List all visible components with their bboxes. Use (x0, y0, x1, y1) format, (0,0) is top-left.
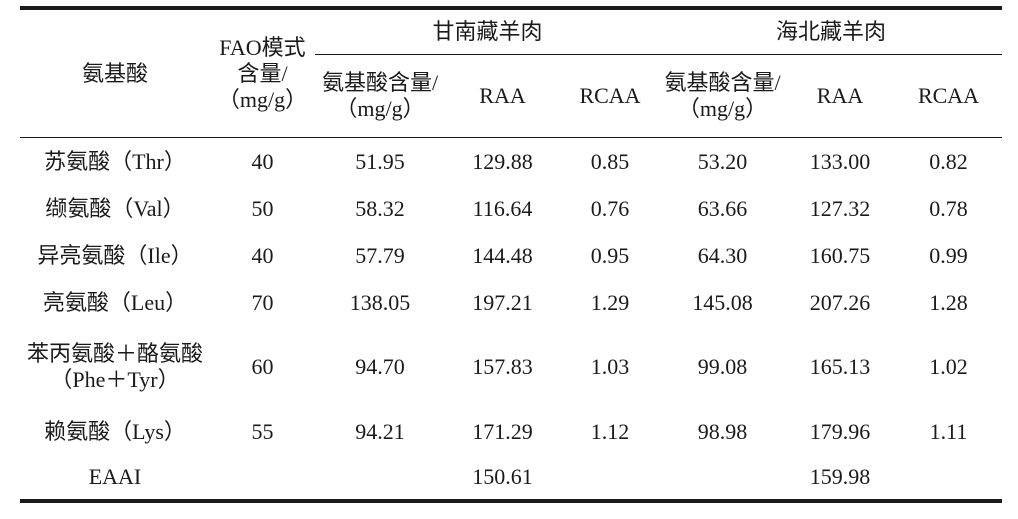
header-group-gannan: 甘南藏羊肉 (315, 8, 660, 55)
cell-haibei-rcaa: 0.78 (929, 195, 968, 221)
header-gannan-rcaa: RCAA (560, 54, 660, 138)
cell-gannan-rcaa: 1.03 (590, 354, 630, 379)
cell-haibei-content: 98.98 (697, 418, 748, 444)
header-amino-acid: 氨基酸 (20, 8, 210, 138)
header-haibei-content: 氨基酸含量/ （mg/g） (660, 54, 785, 138)
table-row-ile: 异亮氨酸（Ile） 40 57.79 144.48 0.95 64.30 160… (20, 232, 1002, 279)
cell-haibei-content: 53.20 (697, 148, 748, 174)
table-row-thr: 苏氨酸（Thr） 40 51.95 129.88 0.85 53.20 133.… (20, 138, 1002, 186)
cell-gannan-rcaa: 0.95 (590, 242, 630, 268)
cell-gannan-content: 51.95 (355, 148, 405, 174)
cell-gannan-rcaa: 1.29 (590, 289, 630, 315)
cell-fao: 60 (251, 354, 274, 379)
header-fao-line3: （mg/g） (217, 86, 308, 112)
cell-fao: 70 (251, 289, 274, 315)
cell-amino-acid: 异亮氨酸（Ile） (37, 242, 193, 268)
header-content-line1: 氨基酸含量/ (321, 70, 439, 95)
cell-haibei-rcaa: 1.02 (929, 354, 968, 379)
cell-eaai-gannan: 150.61 (472, 464, 533, 489)
cell-gannan-rcaa: 0.76 (590, 195, 630, 221)
cell-haibei-rcaa: 1.28 (929, 289, 968, 315)
cell-gannan-content: 58.32 (355, 195, 405, 221)
cell-eaai-haibei: 159.98 (809, 464, 871, 489)
header-fao-line1: FAO模式 (219, 34, 306, 60)
cell-amino-acid: 缬氨酸（Val） (45, 195, 185, 221)
header-content-line2: （mg/g） (677, 96, 768, 121)
cell-gannan-content: 94.21 (355, 418, 405, 444)
cell-gannan-raa: 144.48 (472, 242, 533, 268)
table-row-leu: 亮氨酸（Leu） 70 138.05 197.21 1.29 145.08 20… (20, 279, 1002, 326)
cell-fao: 55 (251, 418, 274, 444)
cell-gannan-raa: 116.64 (472, 195, 533, 221)
cell-gannan-raa: 157.83 (472, 354, 533, 379)
cell-haibei-raa: 165.13 (809, 354, 871, 379)
cell-amino-acid-line2: （Phe＋Tyr） (50, 367, 180, 392)
cell-gannan-raa: 171.29 (472, 418, 533, 444)
header-haibei-raa: RAA (785, 54, 895, 138)
cell-haibei-content: 99.08 (697, 354, 748, 379)
amino-acid-table: 氨基酸 FAO模式 含量/ （mg/g） 甘南藏羊肉 海北藏羊肉 氨基酸含量/ … (20, 6, 1002, 503)
header-fao: FAO模式 含量/ （mg/g） (210, 8, 315, 138)
table-row-eaai: EAAI 150.61 159.98 (20, 455, 1002, 501)
cell-gannan-raa: 129.88 (472, 148, 533, 174)
header-content-line1: 氨基酸含量/ (664, 70, 781, 95)
cell-fao: 50 (251, 195, 274, 221)
cell-amino-acid: 亮氨酸（Leu） (42, 289, 188, 315)
header-group-haibei: 海北藏羊肉 (660, 8, 1002, 55)
cell-haibei-rcaa: 0.82 (929, 148, 968, 174)
cell-eaai-label: EAAI (88, 464, 142, 489)
cell-haibei-raa: 207.26 (809, 289, 871, 315)
cell-gannan-rcaa: 1.12 (590, 418, 630, 444)
cell-haibei-raa: 127.32 (809, 195, 871, 221)
cell-gannan-content: 94.70 (355, 354, 405, 379)
cell-fao: 40 (251, 242, 274, 268)
table-row-phe-tyr: 苯丙氨酸＋酪氨酸 （Phe＋Tyr） 60 94.70 157.83 1.03 … (20, 326, 1002, 408)
header-fao-line2: 含量/ (237, 60, 288, 86)
table-row-lys: 赖氨酸（Lys） 55 94.21 171.29 1.12 98.98 179.… (20, 408, 1002, 455)
cell-amino-acid: 苏氨酸（Thr） (44, 148, 186, 174)
cell-haibei-raa: 133.00 (809, 148, 871, 174)
table-row-val: 缬氨酸（Val） 50 58.32 116.64 0.76 63.66 127.… (20, 185, 1002, 232)
header-haibei-rcaa: RCAA (895, 54, 1002, 138)
cell-amino-acid-line1: 苯丙氨酸＋酪氨酸 (26, 341, 203, 366)
cell-gannan-raa: 197.21 (472, 289, 533, 315)
cell-haibei-raa: 160.75 (809, 242, 871, 268)
cell-fao: 40 (251, 148, 274, 174)
cell-haibei-content: 63.66 (697, 195, 748, 221)
cell-gannan-rcaa: 0.85 (590, 148, 630, 174)
cell-haibei-rcaa: 1.11 (929, 418, 968, 444)
cell-haibei-content: 145.08 (692, 289, 753, 315)
cell-haibei-rcaa: 0.99 (929, 242, 968, 268)
cell-haibei-content: 64.30 (697, 242, 748, 268)
header-gannan-content: 氨基酸含量/ （mg/g） (315, 54, 445, 138)
cell-gannan-content: 57.79 (355, 242, 405, 268)
cell-amino-acid: 赖氨酸（Lys） (44, 418, 186, 444)
cell-haibei-raa: 179.96 (809, 418, 871, 444)
cell-gannan-content: 138.05 (349, 289, 411, 315)
header-content-line2: （mg/g） (335, 96, 425, 121)
cell-amino-acid: 苯丙氨酸＋酪氨酸 （Phe＋Tyr） (20, 326, 210, 408)
header-gannan-raa: RAA (445, 54, 560, 138)
